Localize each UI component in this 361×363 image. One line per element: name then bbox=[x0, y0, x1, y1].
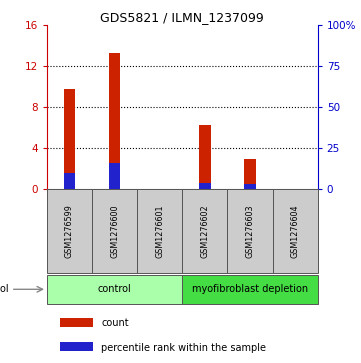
Text: GSM1276601: GSM1276601 bbox=[155, 204, 164, 258]
Bar bbox=[109, 163, 120, 189]
Text: count: count bbox=[101, 318, 129, 329]
Bar bbox=[61, 318, 93, 327]
Bar bbox=[227, 189, 273, 273]
Title: GDS5821 / ILMN_1237099: GDS5821 / ILMN_1237099 bbox=[100, 11, 264, 24]
Bar bbox=[182, 274, 318, 304]
Bar bbox=[273, 189, 318, 273]
Bar bbox=[64, 89, 75, 189]
Bar bbox=[47, 274, 182, 304]
Bar bbox=[244, 184, 256, 189]
Bar bbox=[64, 173, 75, 189]
Text: GSM1276604: GSM1276604 bbox=[291, 204, 300, 258]
Text: protocol: protocol bbox=[0, 284, 9, 294]
Bar bbox=[137, 189, 182, 273]
Bar bbox=[92, 189, 137, 273]
Bar bbox=[182, 189, 227, 273]
Text: GSM1276602: GSM1276602 bbox=[200, 204, 209, 258]
Bar bbox=[199, 125, 210, 189]
Bar bbox=[199, 183, 210, 189]
Text: percentile rank within the sample: percentile rank within the sample bbox=[101, 343, 266, 352]
Bar bbox=[109, 53, 120, 189]
Text: myofibroblast depletion: myofibroblast depletion bbox=[192, 284, 308, 294]
Text: GSM1276600: GSM1276600 bbox=[110, 204, 119, 258]
Bar bbox=[244, 159, 256, 189]
Bar bbox=[61, 342, 93, 351]
Text: GSM1276603: GSM1276603 bbox=[245, 204, 255, 258]
Text: control: control bbox=[98, 284, 131, 294]
Bar bbox=[47, 189, 92, 273]
Text: GSM1276599: GSM1276599 bbox=[65, 204, 74, 258]
